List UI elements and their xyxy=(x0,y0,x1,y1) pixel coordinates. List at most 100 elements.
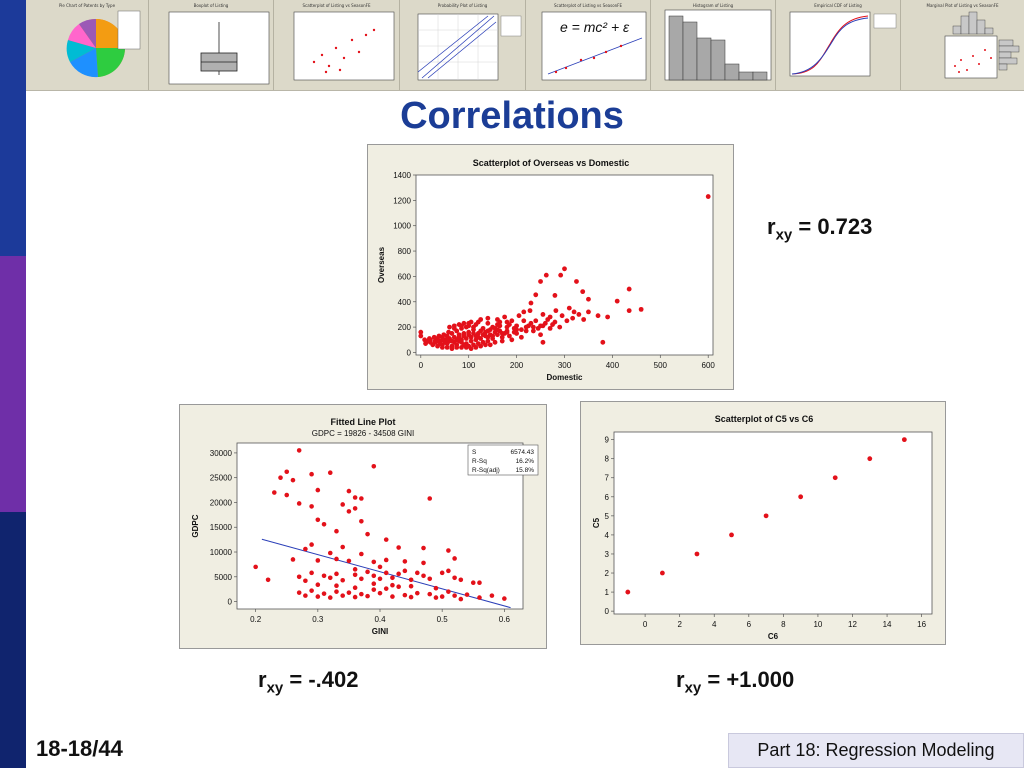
y-tick-label: 6 xyxy=(605,493,610,502)
correlation-subscript: xy xyxy=(775,226,793,244)
histogram-thumbnail-graphic xyxy=(664,9,772,81)
data-point xyxy=(253,564,258,570)
stats-label: S xyxy=(472,449,477,456)
data-point xyxy=(402,568,408,574)
data-point xyxy=(553,308,559,314)
y-tick-label: 8 xyxy=(605,455,610,464)
data-point xyxy=(352,585,358,590)
thumbnail-title: Pie Chart of Patents by Type xyxy=(58,3,116,8)
data-point xyxy=(552,293,558,298)
data-point xyxy=(377,576,383,582)
correlation-symbol: r xyxy=(676,667,685,692)
data-point xyxy=(447,324,452,330)
data-point xyxy=(441,332,447,338)
x-tick-label: 0.4 xyxy=(374,615,386,624)
data-point xyxy=(614,298,620,304)
y-axis-label: GDPC xyxy=(191,514,200,537)
chart-title: Scatterplot of C5 vs C6 xyxy=(715,414,814,424)
thumbnail-scatterplot: Scatterplot of Listing vs SeasonFE xyxy=(274,0,400,90)
thumbnail-title: Marginal Plot of Listing vs SeasonFE xyxy=(926,3,999,8)
data-point xyxy=(446,548,451,553)
x-axis-label: Domestic xyxy=(546,373,583,382)
data-point xyxy=(867,456,873,462)
stats-label: R-Sq xyxy=(472,458,487,465)
data-point xyxy=(315,517,321,523)
data-point xyxy=(340,544,345,550)
data-point xyxy=(315,558,321,563)
data-point xyxy=(421,560,426,566)
data-point xyxy=(340,502,345,507)
x-tick-label: 0.2 xyxy=(250,615,262,624)
data-point xyxy=(352,594,358,600)
overseas-domestic-scatterplot: Scatterplot of Overseas vs Domestic 0 100 2… xyxy=(367,144,734,390)
data-point xyxy=(359,496,364,501)
y-tick-label: 7 xyxy=(605,474,610,483)
y-tick-label: 15000 xyxy=(210,523,233,532)
data-point xyxy=(309,471,314,477)
y-tick-label: 4 xyxy=(605,531,610,540)
data-point xyxy=(334,528,339,534)
x-tick-label: 6 xyxy=(747,620,752,629)
data-point xyxy=(439,344,445,350)
y-tick-label: 1 xyxy=(605,588,610,597)
data-point xyxy=(340,593,345,598)
data-point xyxy=(595,313,601,319)
data-point xyxy=(365,593,370,599)
data-point xyxy=(463,344,469,350)
y-tick-label: 600 xyxy=(398,272,412,281)
data-point xyxy=(383,557,389,563)
data-point xyxy=(452,593,457,598)
data-point xyxy=(625,589,631,595)
y-tick-label: 25000 xyxy=(210,474,233,483)
data-point xyxy=(576,312,582,317)
data-point xyxy=(466,320,472,326)
data-point xyxy=(492,325,498,331)
correlation-value: = +1.000 xyxy=(701,667,795,692)
y-axis-label: C5 xyxy=(592,517,601,528)
data-point xyxy=(415,570,420,576)
y-tick-label: 9 xyxy=(605,436,610,445)
data-point xyxy=(545,317,551,322)
thumbnail-title: Empirical CDF of Listing xyxy=(814,3,862,8)
data-point xyxy=(408,583,414,589)
data-point xyxy=(521,318,527,324)
sidebar-color-bar xyxy=(0,0,26,768)
scatter-thumbnail-graphic xyxy=(293,11,395,81)
data-point xyxy=(464,592,470,597)
data-point xyxy=(327,575,333,581)
data-point xyxy=(396,571,401,577)
data-point xyxy=(296,501,302,506)
data-point xyxy=(359,576,364,582)
sidebar-segment-middle xyxy=(0,256,26,512)
y-tick-label: 1000 xyxy=(393,222,411,231)
x-tick-label: 8 xyxy=(781,620,786,629)
data-point xyxy=(296,574,302,580)
data-point xyxy=(694,551,700,557)
y-tick-label: 3 xyxy=(605,550,610,559)
data-point xyxy=(439,570,445,576)
data-point xyxy=(705,194,711,199)
c5-c6-scatterplot: Scatterplot of C5 vs C6 0 2 4 6 8 10 12 14 16 0 1 2 3… xyxy=(580,401,946,645)
stats-value: 6574.43 xyxy=(511,449,535,456)
correlation-value: = -.402 xyxy=(283,667,359,692)
data-point xyxy=(309,570,314,576)
data-point xyxy=(533,318,539,324)
data-point xyxy=(485,315,491,321)
data-point xyxy=(408,577,414,583)
data-point xyxy=(371,463,377,469)
data-point xyxy=(523,324,529,330)
data-point xyxy=(427,576,433,582)
data-point xyxy=(487,327,493,333)
data-point xyxy=(446,568,451,574)
correlation-symbol: r xyxy=(767,214,776,239)
x-axis-label: GINI xyxy=(372,627,388,636)
y-axis-label: Overseas xyxy=(377,246,386,283)
data-point xyxy=(371,587,377,592)
plot-area xyxy=(613,431,933,615)
data-point xyxy=(521,309,527,315)
footer-section-label: Part 18: Regression Modeling xyxy=(728,733,1024,768)
data-point xyxy=(296,590,302,595)
stats-value: 16.2% xyxy=(516,458,535,465)
y-tick-label: 400 xyxy=(398,298,412,307)
data-point xyxy=(832,475,838,481)
